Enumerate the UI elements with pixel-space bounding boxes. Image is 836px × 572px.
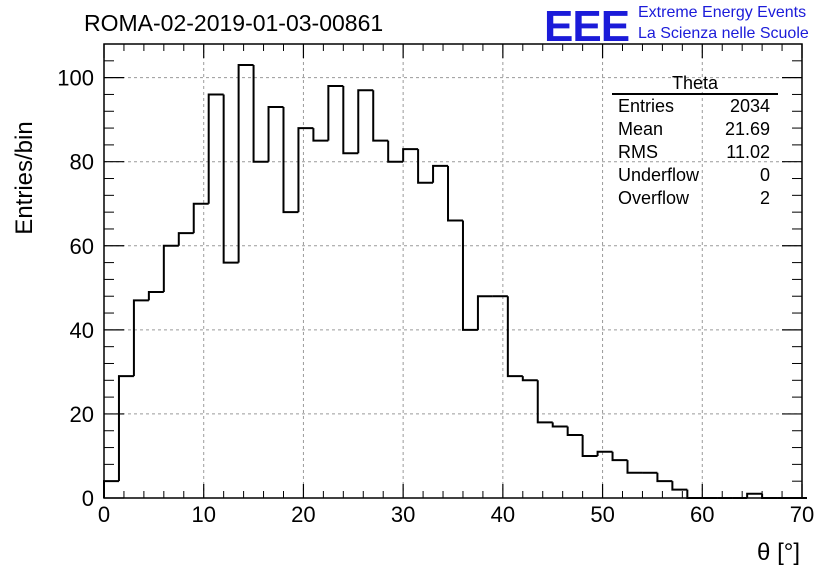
histogram-bin — [432, 164, 449, 183]
x-tick-label: 0 — [98, 502, 110, 527]
stats-value: 11.02 — [726, 142, 770, 162]
histogram-bin — [581, 434, 598, 457]
histogram-bin — [551, 422, 568, 428]
y-tick-label: 100 — [57, 66, 94, 91]
histogram-bin — [566, 426, 583, 436]
histogram-bin — [521, 376, 538, 382]
histogram-bin — [267, 106, 284, 162]
histogram-bin — [342, 86, 359, 155]
stats-label: Mean — [618, 119, 664, 139]
x-tick-label: 50 — [590, 502, 614, 527]
histogram-bin — [297, 127, 314, 213]
y-tick-label: 40 — [70, 318, 94, 343]
stats-row: Entries 2034 — [612, 95, 778, 118]
eee-logo: EEE — [544, 2, 630, 51]
stats-label: RMS — [618, 142, 658, 162]
y-tick-label: 60 — [70, 234, 94, 259]
stats-row: Mean 21.69 — [612, 118, 778, 141]
y-axis-label: Entries/bin — [11, 121, 38, 234]
x-axis-label: θ [°] — [757, 539, 800, 566]
histogram-bin — [656, 472, 673, 483]
histogram-bin — [117, 375, 134, 482]
y-tick-label: 0 — [82, 486, 94, 511]
y-tick-label: 20 — [70, 402, 94, 427]
histogram-bars — [103, 64, 807, 499]
histogram-bin — [447, 165, 463, 222]
histogram-bin — [132, 299, 149, 377]
histogram-bin — [611, 451, 628, 462]
histogram-bin — [686, 489, 703, 499]
histogram-bin — [402, 148, 419, 162]
histogram-bin — [671, 481, 688, 491]
stats-title: Theta — [612, 72, 778, 95]
histogram-bin — [506, 296, 523, 378]
plot-frame — [103, 43, 803, 499]
histogram-bin — [312, 128, 329, 142]
stats-row: Overflow 2 — [612, 187, 778, 210]
axis-ticks — [103, 43, 803, 499]
histogram-bin — [596, 450, 613, 456]
page-title: ROMA-02-2019-01-03-00861 — [84, 10, 384, 36]
stats-value: 21.69 — [724, 119, 770, 139]
histogram-bin — [252, 65, 269, 163]
stats-label: Entries — [618, 96, 675, 116]
histogram-bin — [103, 480, 119, 498]
x-tick-label: 40 — [491, 502, 515, 527]
x-tick-label: 20 — [291, 502, 315, 527]
stats-label: Underflow — [618, 165, 700, 185]
x-tick-label: 60 — [690, 502, 714, 527]
histogram-bin — [147, 291, 164, 301]
stats-value: 2 — [759, 188, 770, 208]
histogram-bin — [536, 380, 553, 424]
y-tick-label: 80 — [70, 150, 94, 175]
histogram-bin — [162, 244, 179, 293]
histogram-bin — [746, 492, 763, 498]
stats-value: 0 — [759, 165, 770, 185]
grid-lines — [104, 44, 802, 498]
histogram-bin — [626, 460, 643, 474]
histogram-bin — [476, 295, 493, 330]
histogram-bin — [207, 93, 224, 204]
stats-row: Underflow 0 — [612, 164, 778, 187]
histogram-bin — [417, 149, 434, 184]
stats-box: Theta Entries 2034 Mean 21.69 RMS 11.02 … — [612, 72, 778, 210]
histogram-bin — [372, 90, 389, 142]
x-tick-label: 70 — [790, 502, 814, 527]
stats-label: Overflow — [618, 188, 690, 208]
histogram-bin — [237, 64, 254, 263]
x-tick-label: 30 — [391, 502, 415, 527]
histogram-bin — [357, 89, 374, 154]
histogram-bin — [327, 85, 344, 141]
histogram-bin — [282, 107, 299, 214]
histogram-bin — [387, 140, 404, 163]
histogram-bin — [177, 232, 194, 246]
histogram-bin — [192, 202, 209, 234]
logo-line-1: Extreme Energy Events — [638, 4, 807, 21]
histogram-bin — [461, 220, 478, 331]
stats-row: RMS 11.02 — [612, 141, 778, 164]
histogram-bin — [222, 94, 239, 264]
stats-value: 2034 — [729, 96, 770, 116]
x-tick-label: 10 — [191, 502, 215, 527]
logo-line-2: La Scienza nelle Scuole — [638, 25, 809, 42]
